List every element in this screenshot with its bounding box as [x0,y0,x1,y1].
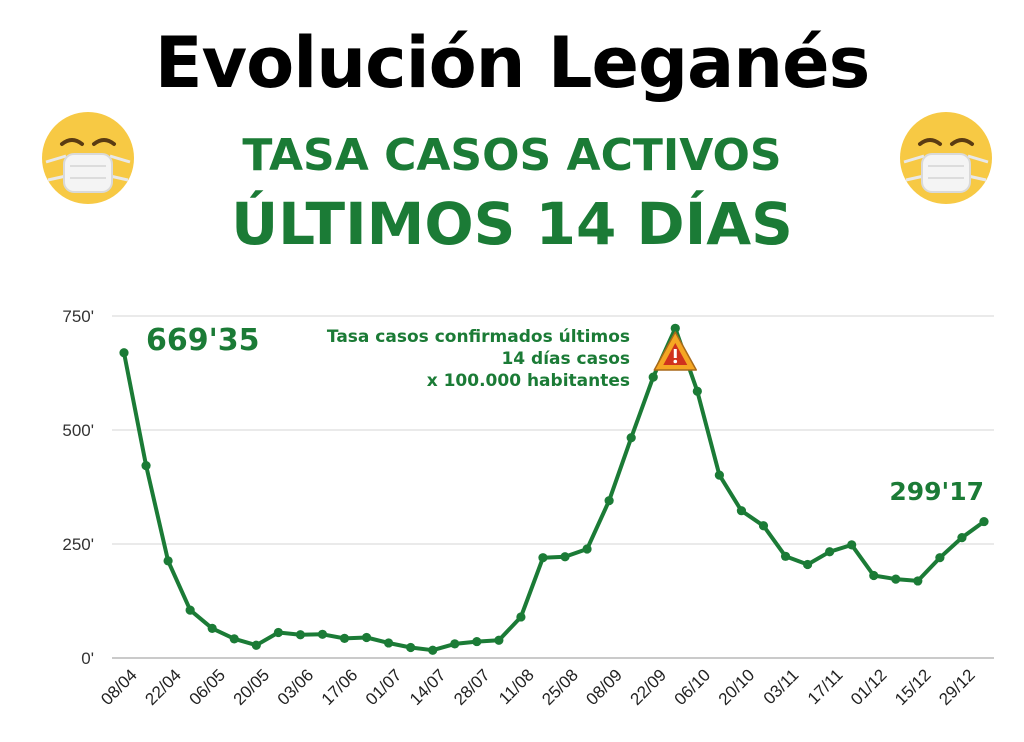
x-tick-label: 01/07 [362,665,406,709]
data-point [317,629,328,639]
y-tick-label: 750' [62,307,94,326]
data-point [758,521,769,531]
data-point [472,636,482,647]
data-point [229,634,239,644]
data-point [736,506,747,516]
x-tick-label: 17/06 [318,665,362,709]
end-value-label: 299'17 [889,477,984,506]
x-tick-label: 25/08 [538,665,582,709]
data-point [780,551,791,561]
x-tick-label: 17/11 [804,665,847,708]
data-point [361,632,372,643]
chart-note-line: x 100.000 habitantes [427,371,630,391]
subtitle-line2: ÚLTIMOS 14 DÍAS [231,190,793,258]
data-point [692,386,702,396]
x-tick-label: 28/07 [450,665,494,709]
x-tick-label: 22/09 [627,665,671,709]
data-point [141,460,151,471]
data-point [207,623,217,633]
series-line [122,326,986,653]
data-point [825,547,835,557]
data-point [979,516,989,527]
data-point [163,556,173,566]
mask-face-emoji-icon [42,112,134,204]
data-point [869,570,879,581]
x-tick-label: 29/12 [935,665,979,709]
x-tick-label: 08/04 [97,665,141,709]
start-value-label: 669'35 [146,323,260,358]
data-point [913,576,923,586]
data-point [935,553,945,563]
chart-note-line: 14 días casos [501,349,630,369]
x-tick-label: 06/10 [671,665,715,709]
x-tick-label: 01/12 [847,665,891,709]
data-point [582,544,592,554]
data-point [648,372,658,382]
y-tick-label: 250' [62,535,94,554]
data-point [538,553,548,563]
data-point [957,533,967,543]
data-point [802,559,813,570]
warning-triangle-icon [653,331,698,371]
x-tick-label: 06/05 [186,665,230,709]
data-point [670,323,680,333]
mask-face-emoji-icon [900,112,992,204]
data-point [428,645,438,655]
data-point [339,633,350,643]
x-tick-label: 08/09 [582,665,626,709]
x-tick-label: 15/12 [891,665,935,709]
subtitle-line1: TASA CASOS ACTIVOS [242,130,782,181]
x-tick-label: 03/06 [274,665,318,709]
data-point [560,552,570,562]
data-point [494,635,504,645]
data-point [516,612,526,622]
x-tick-label: 20/10 [715,665,759,709]
data-point [273,627,283,638]
data-point [119,348,129,358]
y-tick-label: 0' [81,649,94,668]
x-tick-label: 11/08 [495,665,538,708]
data-point [251,640,261,650]
data-point [295,630,306,640]
data-point [626,433,636,443]
page-title: Evolución Leganés [154,22,871,104]
x-tick-label: 03/11 [760,665,803,708]
chart-note-line: Tasa casos confirmados últimos [327,327,630,347]
x-tick-label: 22/04 [141,665,185,709]
data-point [450,639,460,649]
data-point [406,642,416,653]
x-tick-label: 14/07 [406,665,450,709]
x-tick-label: 20/05 [230,665,274,709]
data-point [604,496,614,506]
data-point [384,638,394,648]
data-point [714,470,724,480]
data-point [891,574,901,584]
data-point [185,605,195,615]
y-tick-label: 500' [62,421,94,440]
data-point [847,540,857,550]
